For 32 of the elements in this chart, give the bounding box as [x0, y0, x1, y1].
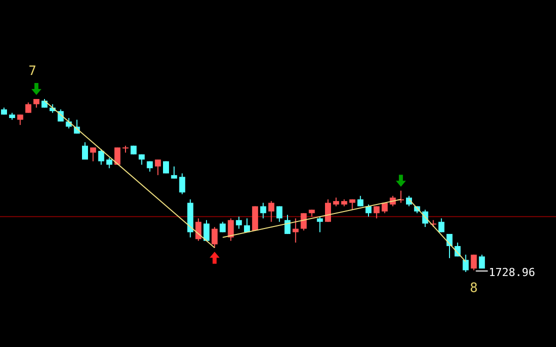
candlestick [171, 166, 178, 180]
candlestick [228, 218, 234, 242]
candlestick [212, 226, 218, 248]
candlestick [260, 202, 266, 219]
candlestick [98, 148, 104, 166]
candlestick [357, 195, 364, 207]
candlestick [25, 102, 32, 114]
candlestick [470, 254, 477, 271]
candlestick [82, 142, 88, 160]
candlestick [106, 157, 112, 169]
candlestick [438, 218, 444, 233]
candlestick [300, 212, 307, 231]
candlestick [236, 216, 242, 230]
candlestick [478, 254, 485, 270]
candlestick [90, 146, 96, 162]
candlestick [163, 160, 169, 174]
candlestick [268, 200, 274, 222]
candlestick [276, 206, 282, 222]
candlestick [374, 206, 380, 219]
text: 1728.96 [488, 266, 536, 279]
candlestick [195, 218, 202, 242]
candlestick [462, 254, 469, 272]
candlestick [366, 204, 372, 218]
candlestick [325, 198, 331, 222]
candlestick [179, 172, 186, 195]
text: 7 [28, 64, 36, 79]
candlestick [154, 159, 161, 176]
text: 8 [470, 281, 478, 296]
candlestick [316, 216, 323, 233]
candlestick [284, 214, 290, 234]
candlestick [204, 220, 210, 242]
candlestick [17, 114, 24, 126]
